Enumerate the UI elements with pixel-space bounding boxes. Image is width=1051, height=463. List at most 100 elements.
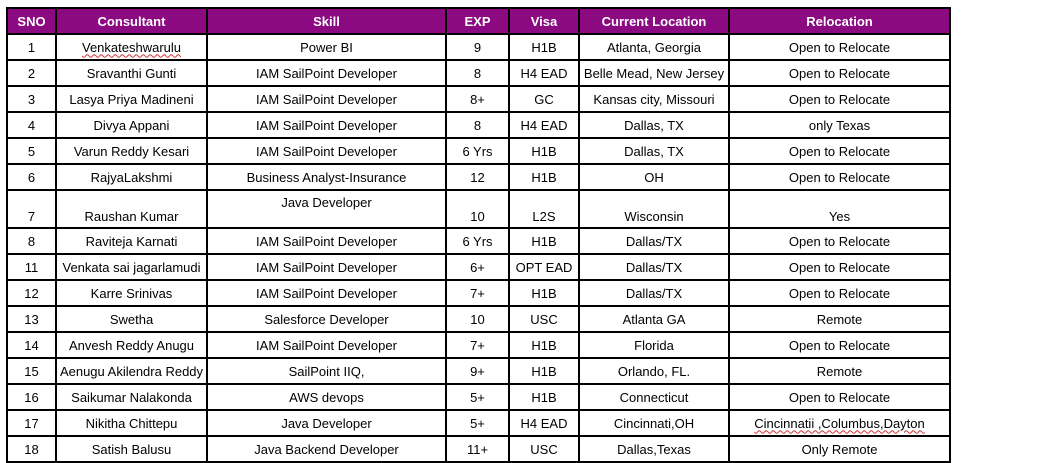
cell-relocation-text: Open to Relocate xyxy=(788,389,891,405)
cell-exp-text: 5+ xyxy=(470,415,485,431)
table-row: 6 RajyaLakshmi Business Analyst-Insurance 1… xyxy=(6,163,951,191)
cell-skill: IAM SailPoint Developer xyxy=(206,111,447,139)
table-row: 8 Raviteja Karnati IAM SailPoint Developer… xyxy=(6,227,951,255)
cell-sno-text: 12 xyxy=(24,285,39,301)
header-sno: SNO xyxy=(6,7,57,35)
header-current-location: Current Location xyxy=(578,7,730,35)
cell-consultant: Venkata sai jagarlamudi xyxy=(55,253,208,281)
cell-consultant: RajyaLakshmi xyxy=(55,163,208,191)
cell-visa-text: USC xyxy=(530,441,558,457)
cell-relocation: Open to Relocate xyxy=(728,163,951,191)
cell-relocation: Open to Relocate xyxy=(728,253,951,281)
cell-current-location-text: Atlanta GA xyxy=(622,311,686,327)
cell-current-location-text: OH xyxy=(644,169,664,185)
cell-relocation-text: only Texas xyxy=(808,117,871,133)
cell-skill-text: Java Developer xyxy=(281,195,372,210)
cell-sno: 8 xyxy=(6,227,57,255)
cell-current-location: Belle Mead, New Jersey xyxy=(578,59,730,87)
cell-relocation: Yes xyxy=(728,189,951,229)
cell-skill-text: Power BI xyxy=(300,39,353,55)
cell-relocation: Remote xyxy=(728,305,951,333)
cell-sno: 5 xyxy=(6,137,57,165)
cell-sno-text: 5 xyxy=(27,143,36,159)
table-row: 16 Saikumar Nalakonda AWS devops 5+ H1B Conne… xyxy=(6,383,951,411)
cell-consultant-text: Raushan Kumar xyxy=(84,209,179,224)
cell-exp: 7+ xyxy=(445,331,510,359)
cell-exp: 12 xyxy=(445,163,510,191)
table-row: 4 Divya Appani IAM SailPoint Developer 8 H4 … xyxy=(6,111,951,139)
cell-current-location-text: Atlanta, Georgia xyxy=(607,39,701,55)
cell-skill-text: IAM SailPoint Developer xyxy=(256,91,397,107)
cell-relocation-text: Open to Relocate xyxy=(788,169,891,185)
cell-relocation-text: Yes xyxy=(828,209,851,224)
cell-sno: 14 xyxy=(6,331,57,359)
cell-exp: 10 xyxy=(445,305,510,333)
cell-consultant-text: Raviteja Karnati xyxy=(85,233,178,249)
cell-exp: 11+ xyxy=(445,435,510,463)
cell-visa: USC xyxy=(508,435,580,463)
cell-relocation-text: Remote xyxy=(816,363,863,379)
cell-sno: 18 xyxy=(6,435,57,463)
cell-sno-text: 11 xyxy=(24,259,39,275)
cell-skill-text: IAM SailPoint Developer xyxy=(256,117,397,133)
cell-current-location-text: Wisconsin xyxy=(624,209,684,224)
cell-relocation-text: Open to Relocate xyxy=(788,337,891,353)
cell-sno: 13 xyxy=(6,305,57,333)
cell-relocation: Open to Relocate xyxy=(728,59,951,87)
cell-skill: IAM SailPoint Developer xyxy=(206,331,447,359)
cell-exp-text: 10 xyxy=(470,209,485,224)
cell-current-location-text: Orlando, FL. xyxy=(617,363,691,379)
cell-current-location-text: Dallas/TX xyxy=(625,259,683,275)
cell-current-location-text: Dallas/TX xyxy=(625,285,683,301)
cell-current-location: Wisconsin xyxy=(578,189,730,229)
cell-visa-text: H4 EAD xyxy=(520,415,568,431)
cell-visa: OPT EAD xyxy=(508,253,580,281)
cell-relocation: Cincinnatii ,Columbus,Dayton xyxy=(728,409,951,437)
cell-visa-text: H1B xyxy=(531,169,557,185)
cell-sno: 12 xyxy=(6,279,57,307)
cell-consultant-text: Sravanthi Gunti xyxy=(86,65,177,81)
header-visa: Visa xyxy=(508,7,580,35)
cell-visa-text: L2S xyxy=(532,209,556,224)
cell-current-location: Connecticut xyxy=(578,383,730,411)
cell-exp: 8 xyxy=(445,59,510,87)
table-row: 13 Swetha Salesforce Developer 10 USC Atlanta… xyxy=(6,305,951,333)
cell-exp: 8+ xyxy=(445,85,510,113)
cell-exp-text: 6 Yrs xyxy=(462,143,493,159)
cell-visa-text: USC xyxy=(530,311,558,327)
cell-skill-text: SailPoint IIQ, xyxy=(288,363,365,379)
cell-skill-text: Java Developer xyxy=(281,415,372,431)
cell-exp: 6 Yrs xyxy=(445,227,510,255)
cell-sno: 7 xyxy=(6,189,57,229)
cell-consultant-text: Venkateshwarulu xyxy=(81,39,181,55)
cell-current-location: Kansas city, Missouri xyxy=(578,85,730,113)
cell-sno: 11 xyxy=(6,253,57,281)
cell-visa: H1B xyxy=(508,137,580,165)
cell-skill-text: AWS devops xyxy=(289,389,364,405)
cell-skill-text: Business Analyst-Insurance xyxy=(246,169,407,185)
cell-current-location: Dallas, TX xyxy=(578,137,730,165)
cell-visa-text: H1B xyxy=(531,143,557,159)
consultant-table: SNO Consultant Skill EXP Visa Current Lo… xyxy=(6,7,951,463)
cell-relocation-text: Remote xyxy=(816,311,863,327)
cell-visa-text: H1B xyxy=(531,337,557,353)
cell-sno-text: 8 xyxy=(27,233,36,249)
cell-sno: 16 xyxy=(6,383,57,411)
cell-exp-text: 7+ xyxy=(470,285,485,301)
cell-current-location: Florida xyxy=(578,331,730,359)
cell-relocation: Open to Relocate xyxy=(728,279,951,307)
cell-sno-text: 16 xyxy=(24,389,39,405)
cell-relocation: Open to Relocate xyxy=(728,137,951,165)
cell-exp-text: 9+ xyxy=(470,363,485,379)
cell-exp-text: 8 xyxy=(473,117,482,133)
table-row: 14 Anvesh Reddy Anugu IAM SailPoint Develo… xyxy=(6,331,951,359)
table-row: 12 Karre Srinivas IAM SailPoint Developer 7… xyxy=(6,279,951,307)
cell-visa-text: H4 EAD xyxy=(520,117,568,133)
cell-sno: 15 xyxy=(6,357,57,385)
table-row: 2 Sravanthi Gunti IAM SailPoint Developer 8… xyxy=(6,59,951,87)
cell-skill: Java Developer xyxy=(206,409,447,437)
cell-consultant-text: Aenugu Akilendra Reddy xyxy=(59,363,204,379)
cell-consultant: Sravanthi Gunti xyxy=(55,59,208,87)
cell-sno: 6 xyxy=(6,163,57,191)
cell-exp-text: 5+ xyxy=(470,389,485,405)
